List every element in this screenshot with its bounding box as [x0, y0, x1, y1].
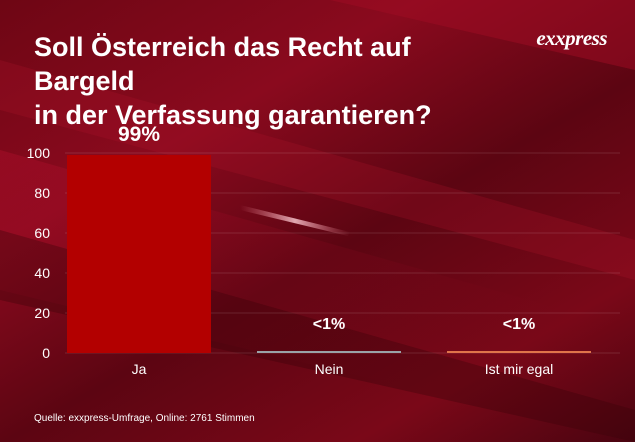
source-note: Quelle: exxpress-Umfrage, Online: 2761 S…	[34, 413, 255, 424]
y-tick-label: 40	[34, 265, 50, 281]
x-tick-label: Ist mir egal	[485, 361, 553, 377]
x-tick-label: Ja	[132, 361, 147, 377]
data-label: 99%	[118, 123, 160, 146]
data-label: <1%	[313, 316, 345, 333]
chart-title: Soll Österreich das Recht auf Bargeld in…	[34, 30, 514, 132]
x-tick-label: Nein	[315, 361, 344, 377]
title-line-1: Soll Österreich das Recht auf Bargeld	[34, 32, 411, 96]
y-tick-label: 20	[34, 305, 50, 321]
title-line-2: in der Verfassung garantieren?	[34, 100, 432, 130]
exxpress-logo: exxpress	[536, 26, 607, 50]
bar-ja	[67, 155, 211, 353]
bar-nein	[257, 351, 401, 353]
y-tick-label: 60	[34, 225, 50, 241]
data-label: <1%	[503, 316, 535, 333]
y-tick-label: 80	[34, 185, 50, 201]
y-tick-label: 100	[27, 145, 51, 161]
y-tick-label: 0	[42, 345, 50, 361]
bar-ist-mir-egal	[447, 351, 591, 353]
